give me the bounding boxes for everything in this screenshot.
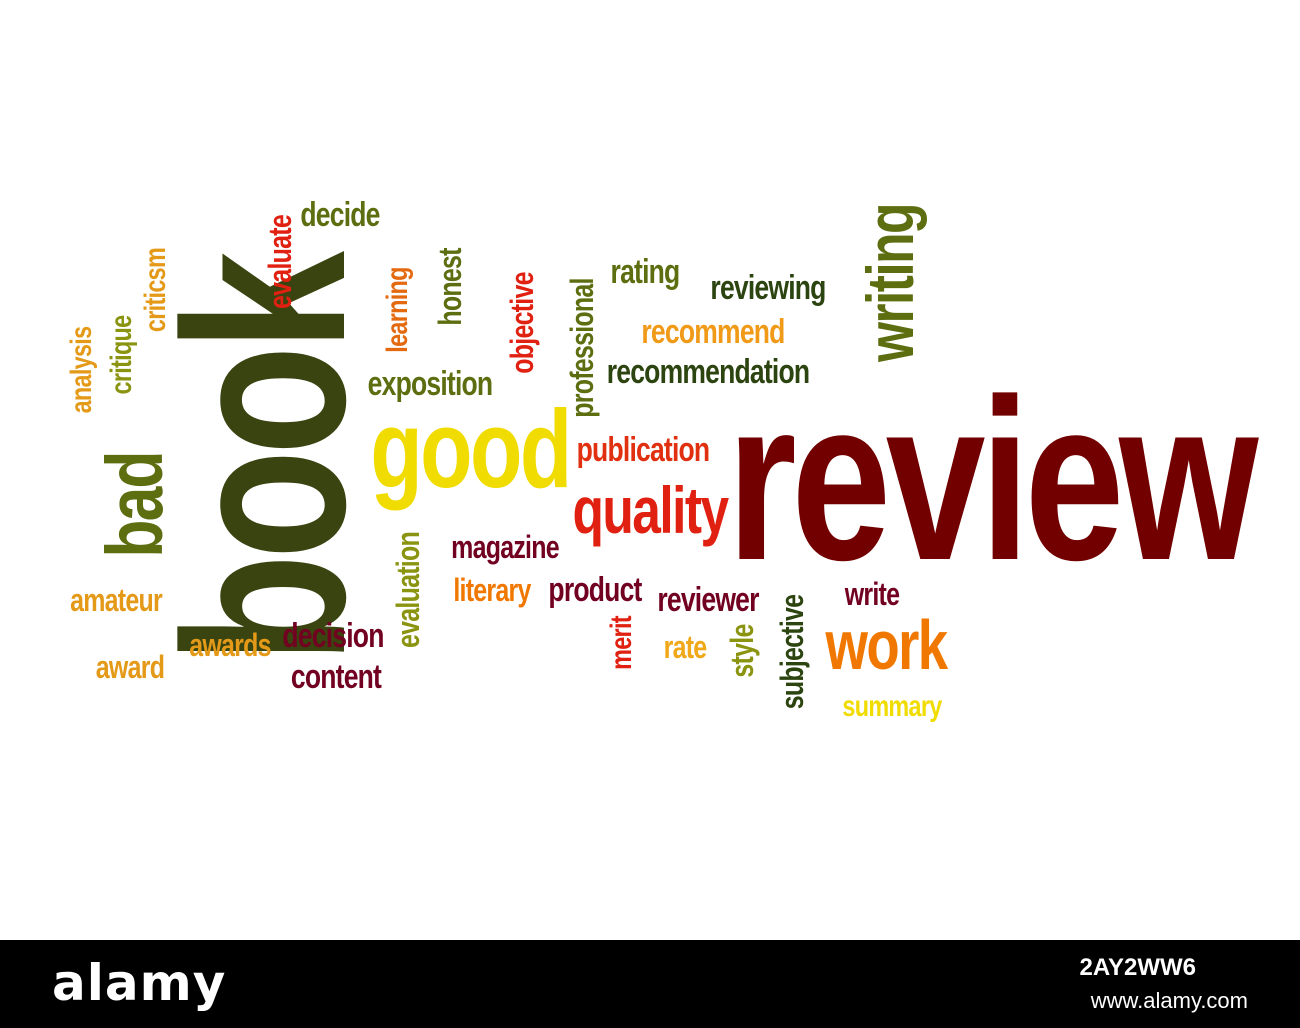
word-book: book [136, 256, 393, 664]
word-review: review [726, 351, 1259, 608]
word-reviewer: reviewer [657, 581, 759, 619]
word-professional: professional [564, 278, 600, 418]
word-learning: learning [381, 267, 414, 353]
word-good: good [370, 388, 572, 511]
word-criticsm: criticsm [139, 247, 172, 333]
word-bad: bad [90, 452, 179, 558]
alamy-logo: alamy [52, 954, 227, 1012]
word-summary: summary [842, 690, 942, 723]
word-analysis: analysis [65, 326, 98, 414]
word-award: award [95, 649, 165, 685]
word-publication: publication [576, 431, 710, 469]
word-work: work [825, 606, 949, 684]
word-honest: honest [432, 248, 468, 326]
word-content: content [290, 658, 382, 696]
word-quality: quality [572, 473, 729, 547]
word-merit: merit [605, 616, 638, 670]
word-write: write [844, 576, 900, 612]
word-evaluation: evaluation [390, 532, 426, 648]
word-magazine: magazine [451, 529, 560, 565]
word-writing: writing [853, 204, 927, 362]
word-recommendation: recommendation [606, 353, 810, 391]
image-code: 2AY2WW6 [1079, 954, 1196, 981]
word-recommend: recommend [641, 313, 785, 351]
word-reviewing: reviewing [710, 269, 826, 307]
word-subjective: subjective [774, 594, 810, 710]
word-critique: critique [105, 315, 138, 395]
word-amateur: amateur [70, 582, 163, 618]
footer-bar: alamy 2AY2WW6 www.alamy.com [0, 940, 1300, 1028]
word-cloud: review book good quality writing work ba… [65, 196, 1259, 723]
site-url: www.alamy.com [1090, 988, 1248, 1013]
word-rate: rate [663, 629, 708, 665]
word-exposition: exposition [367, 365, 493, 403]
word-objective: objective [504, 272, 540, 374]
word-decision: decision [282, 617, 384, 655]
word-style: style [724, 624, 760, 678]
word-evaluate: evaluate [262, 215, 298, 309]
word-product: product [548, 571, 642, 609]
word-rating: rating [610, 253, 681, 291]
word-literary: literary [453, 572, 531, 608]
word-decide: decide [300, 196, 380, 234]
word-awards: awards [189, 627, 271, 663]
